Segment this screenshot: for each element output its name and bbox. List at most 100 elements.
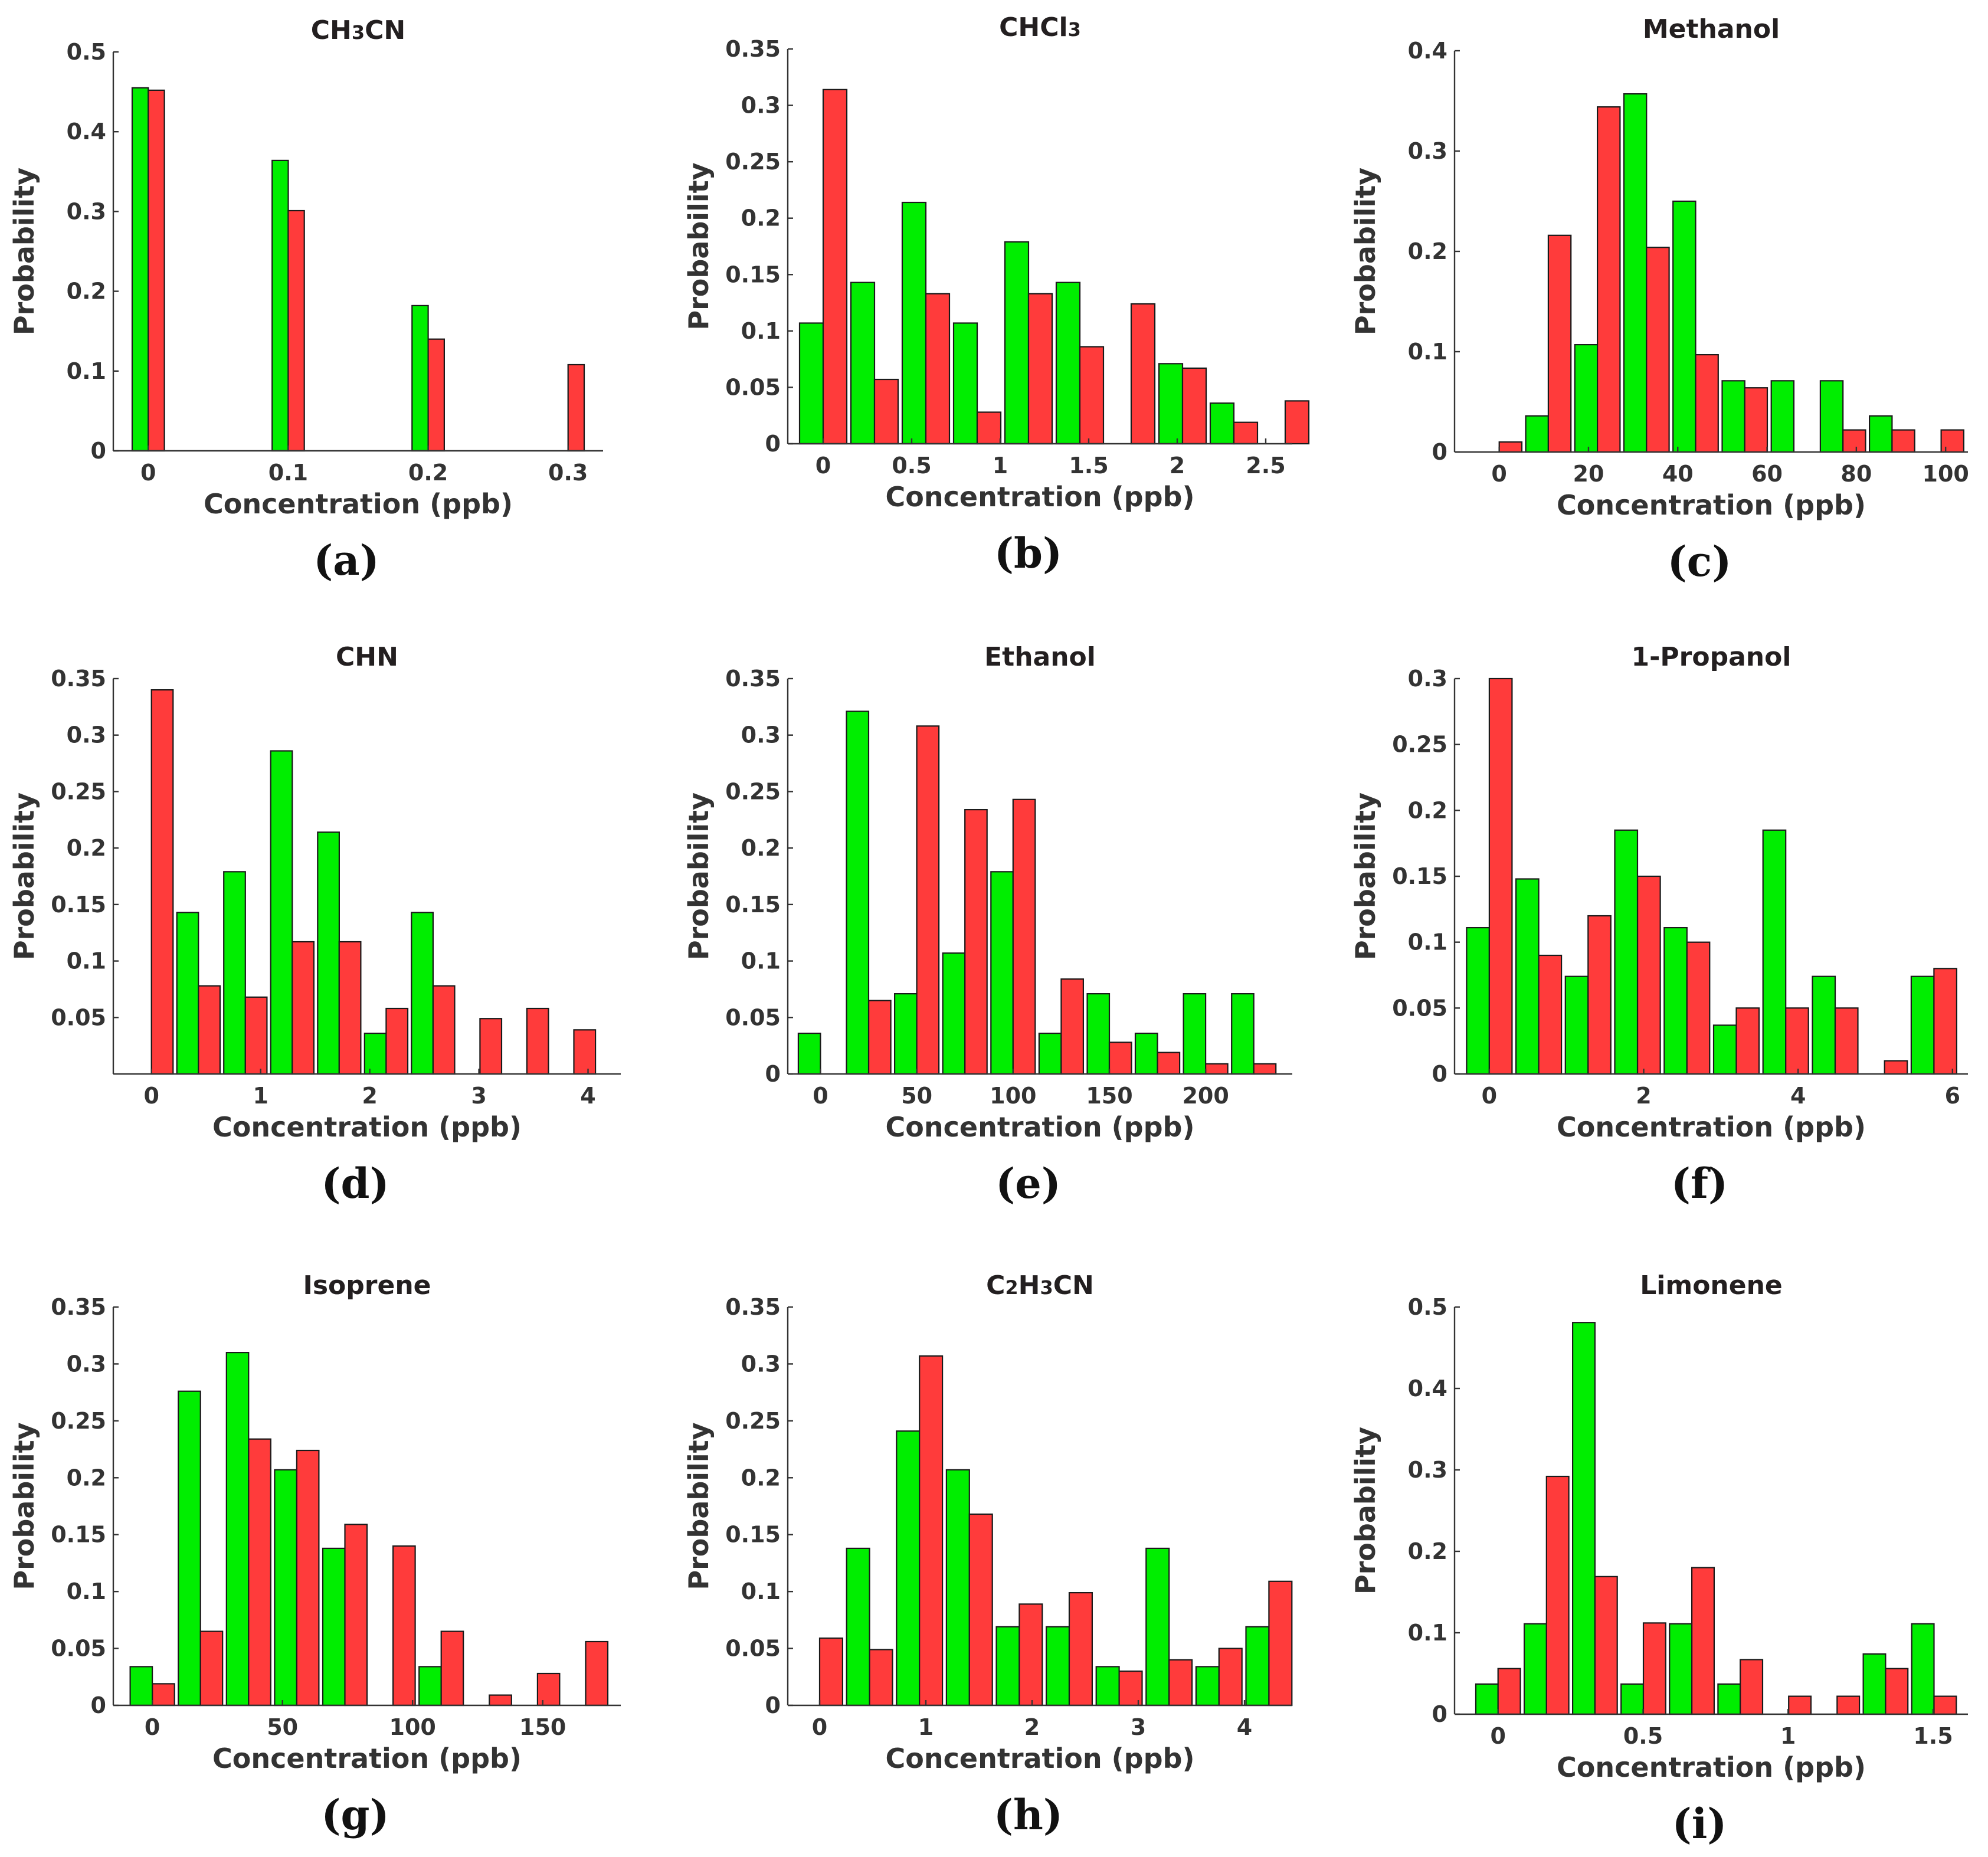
panel-g: 0 0.05 0.1 0.15 0.2 0.25 0.3 0.35 0 50 100 150 Isopr… [8,1270,621,1839]
bar-h-green-8 [1245,1626,1270,1707]
ytick-label-g-7: 0.35 [51,1294,106,1320]
x-axis-label-f: Concentration (ppb) [1557,1111,1866,1143]
ytick-label-d-2: 0.15 [51,892,106,918]
bar-h-red-2 [919,1355,944,1707]
chart-title-i: Limonene [1640,1270,1783,1301]
bar-h-green-2 [945,1469,970,1707]
bar-h-green-4 [1045,1626,1070,1707]
bar-g-red-5 [392,1545,416,1707]
bar-d-red-4 [338,941,362,1075]
bar-d-red-1 [198,985,221,1075]
bar-c-red-5 [1744,387,1768,453]
chart-title-b: CHCl3 [999,12,1081,42]
bar-b-red-5 [1079,346,1105,445]
bar-f-red-0 [1488,677,1513,1075]
ytick-label-g-4: 0.2 [67,1465,106,1491]
ytick-label-d-5: 0.3 [67,722,106,748]
panel-a: 0 0.1 0.2 0.3 0.4 0.5 0 0.1 0.2 0.3 CH3CN Concentra… [8,15,603,585]
bar-e-green-6 [1086,993,1111,1075]
panel-label-b: (b) [994,529,1062,578]
bar-c-red-8 [1940,429,1965,453]
bar-i-green-4 [1669,1623,1693,1715]
ytick-label-h-3: 0.15 [725,1522,781,1548]
ytick-label-e-3: 0.15 [725,892,781,918]
y-axis-label-i: Probability [1350,1427,1381,1594]
bar-b-green-4 [1004,241,1030,445]
ytick-label-b-5: 0.25 [725,149,781,175]
ytick-label-f-2: 0.1 [1408,929,1447,955]
xtick-label-f-0: 0 [1482,1083,1497,1109]
y-axis-label-a: Probability [8,168,40,335]
chart-title-c: Methanol [1643,14,1780,44]
xtick-label-d-3: 3 [471,1083,486,1109]
bar-f-green-2 [1564,975,1589,1075]
bar-e-red-3 [1012,798,1036,1075]
ytick-label-i-3: 0.3 [1408,1457,1447,1483]
ytick-label-b-0: 0 [765,431,781,457]
bar-e-red-5 [1108,1042,1132,1075]
bar-f-green-8 [1910,975,1935,1075]
bar-g-red-4 [344,1524,368,1707]
bar-c-red-4 [1695,353,1719,453]
bar-g-green-0 [129,1666,153,1707]
xtick-label-b-1: 0.5 [892,453,931,479]
ytick-label-a-1: 0.1 [67,358,106,384]
bar-c-red-6 [1842,429,1866,453]
ytick-label-i-0: 0 [1432,1701,1447,1727]
ytick-label-g-2: 0.1 [67,1578,106,1604]
ytick-label-a-2: 0.2 [67,279,106,304]
panel-label-g: (g) [321,1790,389,1839]
xtick-label-c-5: 100 [1923,461,1969,487]
y-axis-label-g: Probability [8,1422,40,1590]
xtick-label-d-4: 4 [580,1083,595,1109]
bar-d-green-0 [176,912,199,1075]
bar-a-green-1 [271,159,289,452]
bar-h-green-7 [1195,1666,1220,1707]
xtick-label-h-2: 2 [1024,1714,1040,1740]
bar-h-red-7 [1168,1659,1193,1707]
xtick-label-i-3: 1.5 [1913,1723,1953,1749]
ytick-label-f-0: 0 [1432,1061,1447,1087]
y-axis-label-f: Probability [1350,792,1381,960]
bar-i-red-1 [1545,1475,1570,1715]
bar-i-red-7 [1836,1695,1861,1715]
ytick-label-f-4: 0.2 [1408,797,1447,823]
ytick-label-f-3: 0.15 [1392,863,1447,889]
bar-d-green-4 [363,1032,387,1075]
xtick-label-e-2: 100 [990,1083,1036,1109]
x-axis-label-a: Concentration (ppb) [204,488,513,520]
bar-d-red-9 [573,1029,597,1075]
xtick-label-d-0: 0 [144,1083,159,1109]
bar-a-red-0 [148,89,165,452]
bar-h-red-6 [1118,1671,1143,1707]
bar-e-green-7 [1134,1032,1158,1075]
bar-b-green-3 [952,322,978,445]
x-axis-label-h: Concentration (ppb) [886,1743,1195,1774]
ytick-label-e-6: 0.3 [741,722,781,748]
bar-c-red-0 [1498,441,1523,453]
ytick-label-i-2: 0.2 [1408,1538,1447,1564]
bar-f-green-4 [1663,926,1688,1075]
xtick-label-b-5: 2.5 [1246,453,1285,479]
bar-b-green-7 [1209,402,1235,445]
ytick-label-e-1: 0.05 [725,1004,781,1030]
xtick-label-e-0: 0 [813,1083,828,1109]
ytick-label-b-4: 0.2 [741,205,781,231]
bar-i-green-0 [1475,1683,1499,1715]
ytick-label-c-3: 0.3 [1408,138,1447,164]
bar-f-red-6 [1785,1007,1809,1075]
ytick-label-a-0: 0 [91,438,106,464]
x-axis-label-d: Concentration (ppb) [212,1111,522,1143]
bar-d-red-6 [432,985,456,1075]
bar-c-green-2 [1623,93,1648,453]
ytick-label-c-4: 0.4 [1408,38,1447,64]
ytick-label-a-4: 0.4 [67,119,106,145]
bar-e-green-5 [1038,1032,1062,1075]
bar-b-green-1 [850,281,876,445]
bar-i-red-6 [1788,1695,1812,1715]
ytick-label-f-6: 0.3 [1408,666,1447,692]
bar-e-green-8 [1183,993,1207,1075]
ytick-label-g-0: 0 [91,1692,106,1718]
xtick-label-b-0: 0 [815,453,831,479]
xtick-label-d-1: 1 [253,1083,268,1109]
